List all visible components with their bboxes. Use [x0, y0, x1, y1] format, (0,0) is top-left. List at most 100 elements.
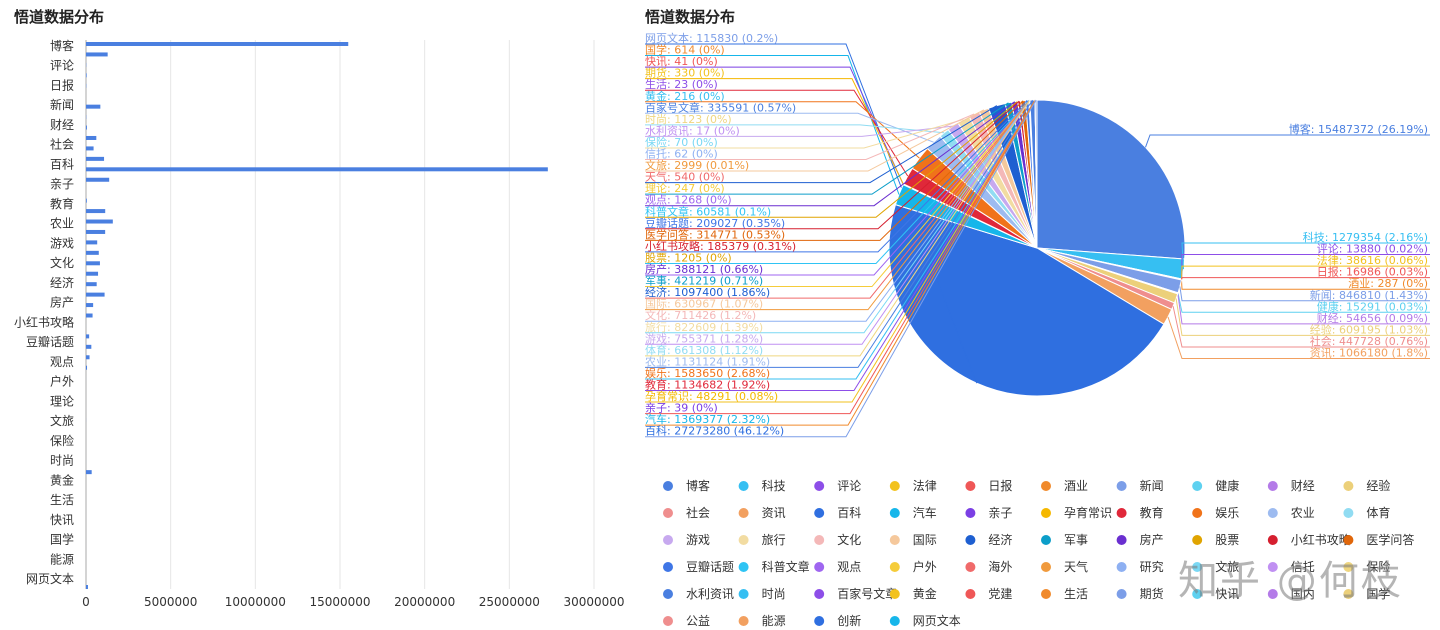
pie-leader-line	[645, 102, 1009, 195]
legend-marker	[1267, 562, 1278, 572]
legend-marker	[1116, 481, 1127, 491]
bar	[86, 135, 97, 140]
legend-marker	[814, 481, 825, 491]
legend-label: 娱乐	[1215, 506, 1239, 520]
pie-slice	[1036, 99, 1186, 260]
legend-label: 公益	[686, 614, 710, 628]
bar-y-tick-label: 农业	[50, 217, 74, 231]
pie-leader-line	[645, 89, 909, 177]
legend-label: 军事	[1064, 533, 1088, 547]
bar	[86, 104, 101, 109]
legend-label: 生活	[1064, 587, 1088, 601]
legend-label: 天气	[1064, 559, 1088, 574]
legend-marker	[889, 616, 900, 626]
pie-leader-line	[1181, 277, 1430, 281]
legend-marker	[1041, 562, 1051, 572]
legend-label: 信托	[1291, 560, 1315, 574]
pie-data-label: 国际: 630967 (1.07%)	[645, 298, 763, 311]
bar-x-tick-label: 0	[82, 595, 90, 609]
pie-leader-line	[645, 99, 1031, 276]
legend-label: 资讯	[762, 506, 786, 520]
legend-marker	[663, 481, 673, 491]
bar	[86, 229, 106, 234]
bar	[86, 42, 349, 46]
legend-marker	[738, 616, 749, 626]
legend-label: 创新	[837, 613, 861, 628]
bar-y-tick-label: 国学	[50, 532, 74, 547]
legend-label: 酒业	[1064, 479, 1088, 493]
pie-data-label: 资讯: 1066180 (1.8%)	[1310, 347, 1428, 360]
pie-leader-line	[1181, 242, 1430, 270]
legend-label: 观点	[837, 560, 861, 574]
legend-marker	[1267, 535, 1278, 545]
legend-marker	[1116, 508, 1127, 518]
legend-label: 股票	[1215, 533, 1239, 547]
bar	[86, 365, 88, 370]
bar	[86, 261, 100, 266]
pie-leader-line	[645, 99, 1036, 426]
pie-data-label: 理论: 247 (0%)	[645, 181, 725, 195]
bar-y-tick-label: 新闻	[50, 97, 74, 112]
pie-data-label: 房产: 388121 (0.66%)	[645, 262, 763, 276]
pie-leader-line	[645, 100, 1024, 241]
pie-leader-line	[645, 101, 920, 159]
legend-marker	[1041, 508, 1051, 518]
pie-leader-line	[645, 100, 1020, 230]
legend-marker	[738, 481, 749, 491]
pie-data-label: 社会: 447728 (0.76%)	[1310, 334, 1428, 348]
legend-label: 法律	[913, 479, 937, 493]
pie-data-label: 酒业: 287 (0%)	[1348, 277, 1428, 290]
pie-leader-line	[645, 99, 1031, 311]
legend-label: 黄金	[913, 586, 937, 601]
pie-data-label: 旅行: 822609 (1.39%)	[645, 320, 763, 334]
pie-data-label: 生活: 23 (0%)	[645, 77, 718, 91]
legend-label: 小红书攻略	[1291, 532, 1351, 547]
legend-marker	[738, 562, 749, 572]
bar	[86, 177, 110, 182]
legend-marker	[965, 535, 976, 545]
bar-x-tick-label: 15000000	[309, 595, 370, 609]
legend-marker	[889, 589, 900, 599]
pie-leader-line	[645, 99, 1031, 288]
legend-marker	[965, 481, 976, 491]
bar	[86, 219, 113, 224]
pie-leader-line	[1172, 306, 1430, 348]
pie-leader-line	[645, 112, 934, 143]
legend-marker	[1192, 481, 1203, 491]
legend-label: 教育	[1140, 505, 1164, 520]
legend-label: 豆瓣话题	[686, 560, 734, 574]
legend-marker	[663, 616, 673, 626]
legend-label: 文旅	[1215, 559, 1239, 574]
pie-data-label: 水利资讯: 17 (0%)	[645, 124, 740, 137]
pie-leader-line	[645, 105, 998, 184]
legend-marker	[814, 616, 825, 626]
bar-y-tick-label: 文旅	[50, 413, 74, 428]
legend-label: 科普文章	[762, 559, 810, 574]
pie-leader-line	[645, 119, 964, 149]
legend-marker	[1116, 535, 1127, 545]
bar-chart-title: 悟道数据分布	[14, 8, 105, 26]
legend-marker	[738, 589, 749, 599]
bar-y-tick-label: 观点	[50, 355, 74, 369]
pie-data-label: 股票: 1205 (0%)	[645, 251, 732, 264]
bar-y-tick-label: 快讯	[50, 513, 74, 527]
bar-y-tick-label: 保险	[50, 433, 74, 448]
bar-y-tick-label: 博客	[50, 38, 74, 53]
legend-label: 能源	[762, 614, 786, 628]
pie-data-label: 文旅: 2999 (0.01%)	[645, 158, 749, 172]
legend-marker	[965, 508, 976, 518]
bar-y-tick-label: 网页文本	[26, 571, 74, 586]
pie-data-label: 观点: 1268 (0%)	[645, 194, 732, 207]
legend-marker	[1343, 535, 1354, 545]
pie-data-label: 期货: 330 (0%)	[645, 66, 725, 80]
pie-leader-line	[1167, 316, 1430, 359]
legend-label: 保险	[1366, 559, 1390, 574]
pie-data-label: 天气: 540 (0%)	[645, 170, 725, 184]
bar	[86, 470, 92, 475]
legend-label: 健康	[1215, 478, 1239, 493]
pie-data-label: 日报: 16986 (0.03%)	[1317, 265, 1428, 279]
legend-marker	[965, 562, 976, 572]
pie-leader-line	[645, 99, 1036, 380]
pie-leader-line	[645, 99, 1037, 438]
